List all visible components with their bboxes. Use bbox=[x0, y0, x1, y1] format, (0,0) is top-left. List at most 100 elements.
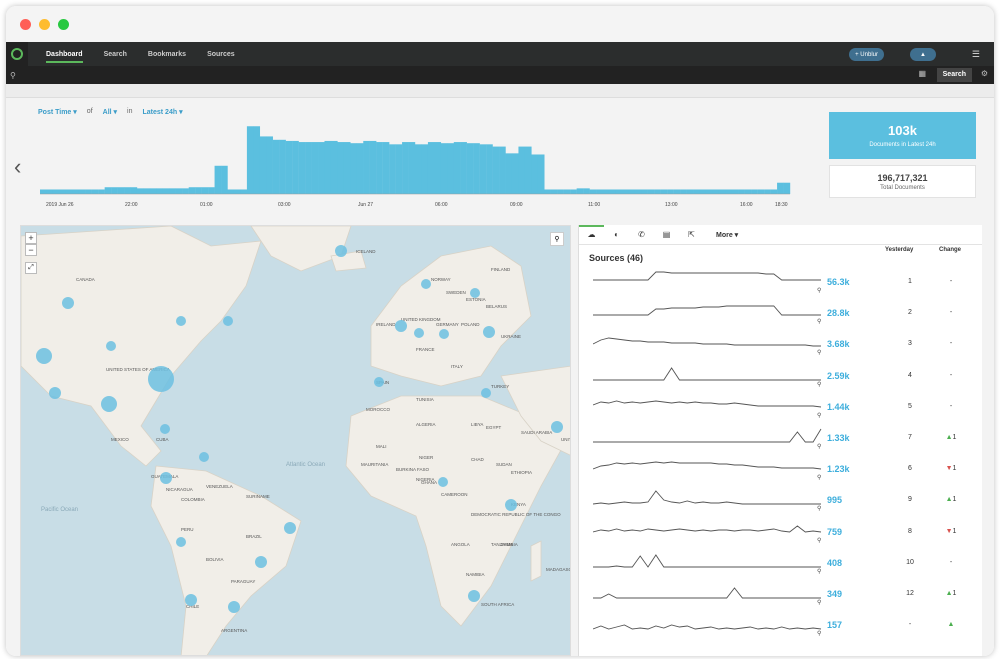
histogram-bar[interactable] bbox=[731, 189, 739, 194]
histogram-bar[interactable] bbox=[298, 142, 306, 194]
map-bubble[interactable] bbox=[106, 341, 116, 351]
source-row[interactable]: 349 ⚲ 12 ▲1 bbox=[579, 580, 983, 611]
source-row[interactable]: 1.33k ⚲ 7 ▲1 bbox=[579, 424, 983, 455]
map-bubble[interactable] bbox=[101, 396, 117, 412]
map-bubble[interactable] bbox=[468, 590, 480, 602]
histogram-bar[interactable] bbox=[162, 188, 170, 194]
minimize-window-button[interactable] bbox=[39, 18, 50, 30]
histogram-bar[interactable] bbox=[389, 144, 396, 194]
source-search-icon[interactable]: ⚲ bbox=[817, 568, 822, 575]
histogram-bar[interactable] bbox=[279, 139, 286, 194]
histogram-bar[interactable] bbox=[136, 188, 144, 194]
histogram-bar[interactable] bbox=[744, 189, 752, 194]
histogram-bar[interactable] bbox=[111, 187, 118, 194]
map-bubble[interactable] bbox=[438, 477, 448, 487]
map-bubble[interactable] bbox=[483, 326, 495, 338]
source-count[interactable]: 28.8k bbox=[827, 308, 850, 319]
histogram-bar[interactable] bbox=[524, 146, 532, 194]
histogram-bar[interactable] bbox=[130, 187, 138, 194]
map-bubble[interactable] bbox=[160, 472, 172, 484]
histogram-bar[interactable] bbox=[78, 189, 86, 194]
histogram-bar[interactable] bbox=[311, 142, 319, 194]
source-search-icon[interactable]: ⚲ bbox=[817, 475, 822, 482]
histogram-bar[interactable] bbox=[440, 143, 448, 194]
gear-icon[interactable]: ⚙ bbox=[980, 69, 988, 78]
map-bubble[interactable] bbox=[176, 537, 186, 547]
histogram-bar[interactable] bbox=[285, 140, 293, 194]
histogram-bar[interactable] bbox=[156, 188, 164, 194]
histogram-bar[interactable] bbox=[654, 189, 661, 194]
map-bubble[interactable] bbox=[470, 288, 480, 298]
histogram-bar[interactable] bbox=[705, 189, 713, 194]
histogram-bar[interactable] bbox=[324, 140, 332, 194]
fullscreen-button[interactable]: ⤢ bbox=[25, 262, 37, 274]
histogram-bar[interactable] bbox=[421, 144, 429, 194]
histogram-bar[interactable] bbox=[751, 189, 758, 194]
histogram-bar[interactable] bbox=[72, 189, 79, 194]
histogram-bar[interactable] bbox=[98, 189, 105, 194]
histogram-bar[interactable] bbox=[65, 189, 73, 194]
more-menu[interactable]: More ▾ bbox=[716, 231, 739, 239]
histogram-bar[interactable] bbox=[783, 182, 791, 194]
source-row[interactable]: 1.44k ⚲ 5 - bbox=[579, 393, 983, 424]
map-bubble[interactable] bbox=[223, 316, 233, 326]
histogram-bar[interactable] bbox=[330, 140, 338, 194]
histogram-bar[interactable] bbox=[583, 188, 590, 194]
nav-tab-dashboard[interactable]: Dashboard bbox=[46, 42, 83, 66]
map-bubble[interactable] bbox=[62, 297, 74, 309]
histogram-bar[interactable] bbox=[563, 189, 571, 194]
histogram-bar[interactable] bbox=[356, 143, 364, 194]
map-bubble[interactable] bbox=[185, 594, 197, 606]
histogram-bar[interactable] bbox=[415, 144, 422, 194]
histogram-bar[interactable] bbox=[693, 189, 700, 194]
world-map[interactable]: CANADA UNITED STATES OF AMERICA MEXICO CUBA… bbox=[20, 225, 571, 656]
histogram-bar[interactable] bbox=[576, 188, 584, 194]
histogram-bar[interactable] bbox=[453, 142, 461, 194]
map-bubble[interactable] bbox=[160, 424, 170, 434]
histogram-bar[interactable] bbox=[466, 143, 474, 194]
histogram-bar[interactable] bbox=[427, 142, 435, 194]
source-row[interactable]: 157 ⚲ - ▲ bbox=[579, 611, 983, 642]
histogram-bar[interactable] bbox=[382, 142, 390, 194]
histogram-bar[interactable] bbox=[447, 143, 454, 194]
source-count[interactable]: 1.33k bbox=[827, 433, 850, 443]
histogram-bar[interactable] bbox=[395, 144, 403, 194]
histogram-bar[interactable] bbox=[233, 189, 241, 194]
map-bubble[interactable] bbox=[505, 499, 517, 511]
histogram-bar[interactable] bbox=[602, 189, 610, 194]
histogram-bar[interactable] bbox=[699, 189, 707, 194]
histogram-bar[interactable] bbox=[686, 189, 694, 194]
maximize-window-button[interactable] bbox=[58, 18, 69, 30]
phone-icon[interactable]: ✆ bbox=[638, 230, 645, 239]
source-row[interactable]: 56.3k ⚲ 1 - bbox=[579, 268, 983, 299]
map-bubble[interactable] bbox=[395, 320, 407, 332]
histogram-bar[interactable] bbox=[660, 189, 668, 194]
map-bubble[interactable] bbox=[148, 366, 174, 392]
histogram-bar[interactable] bbox=[770, 189, 778, 194]
source-search-icon[interactable]: ⚲ bbox=[817, 506, 822, 513]
source-row[interactable]: 1.23k ⚲ 6 ▼1 bbox=[579, 455, 983, 486]
hamburger-icon[interactable]: ☰ bbox=[971, 49, 980, 59]
histogram-bar[interactable] bbox=[667, 189, 674, 194]
histogram-bar[interactable] bbox=[169, 188, 176, 194]
close-window-button[interactable] bbox=[20, 18, 31, 30]
histogram-bar[interactable] bbox=[175, 188, 183, 194]
source-count[interactable]: 408 bbox=[827, 557, 843, 568]
histogram-bar[interactable] bbox=[195, 187, 202, 194]
source-count[interactable]: 157 bbox=[827, 620, 843, 631]
map-bubble[interactable] bbox=[421, 279, 431, 289]
nav-tab-bookmarks[interactable]: Bookmarks bbox=[147, 50, 187, 58]
source-count[interactable]: 1.23k bbox=[827, 464, 850, 475]
map-bubble[interactable] bbox=[176, 316, 186, 326]
unblur-button[interactable]: + Unblur bbox=[849, 48, 884, 61]
histogram-bar[interactable] bbox=[408, 142, 416, 194]
time-field-select[interactable]: Post Time ▾ bbox=[38, 109, 77, 116]
source-count[interactable]: 995 bbox=[827, 495, 843, 506]
app-logo[interactable] bbox=[6, 42, 28, 66]
scope-select[interactable]: All ▾ bbox=[102, 109, 118, 116]
histogram-bar[interactable] bbox=[492, 146, 500, 194]
histogram-bar[interactable] bbox=[621, 189, 629, 194]
map-bubble[interactable] bbox=[335, 245, 347, 257]
histogram-bar[interactable] bbox=[615, 189, 623, 194]
source-row[interactable]: 408 ⚲ 10 - bbox=[579, 549, 983, 580]
